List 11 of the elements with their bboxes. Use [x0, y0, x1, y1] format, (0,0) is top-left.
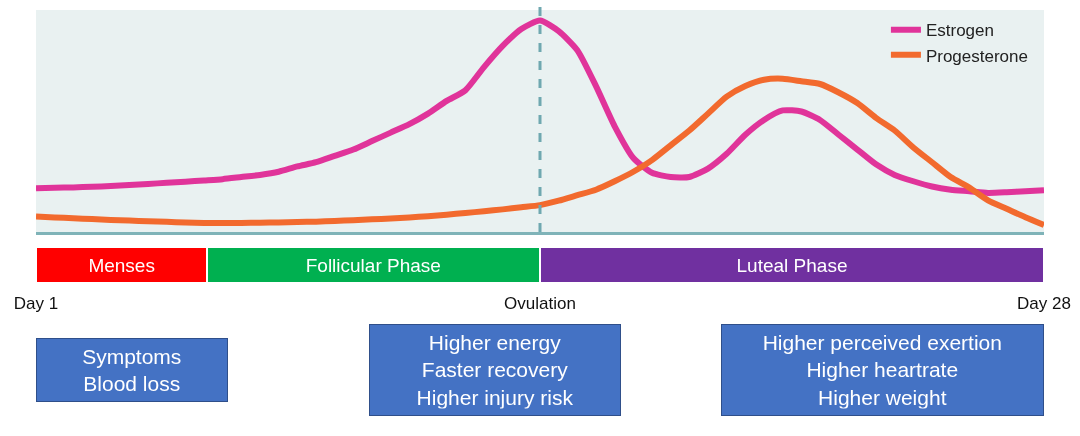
text: Luteal Phase [736, 254, 848, 276]
text: Higher energy Faster recovery Higher injury risk [416, 331, 574, 409]
text: Higher perceived exertion Higher heartrate Higher weight [762, 331, 1002, 409]
x-tick-label: Ovulation [504, 294, 576, 314]
legend-label: Estrogen [925, 21, 994, 41]
x-tick-label: Day 28 [1017, 294, 1071, 314]
text: Menses [88, 254, 155, 276]
legend-label: Progesterone [925, 46, 1028, 66]
x-tick-label: Day 1 [13, 294, 59, 314]
text: Follicular Phase [305, 254, 441, 276]
text: Symptoms Blood loss [82, 345, 182, 396]
